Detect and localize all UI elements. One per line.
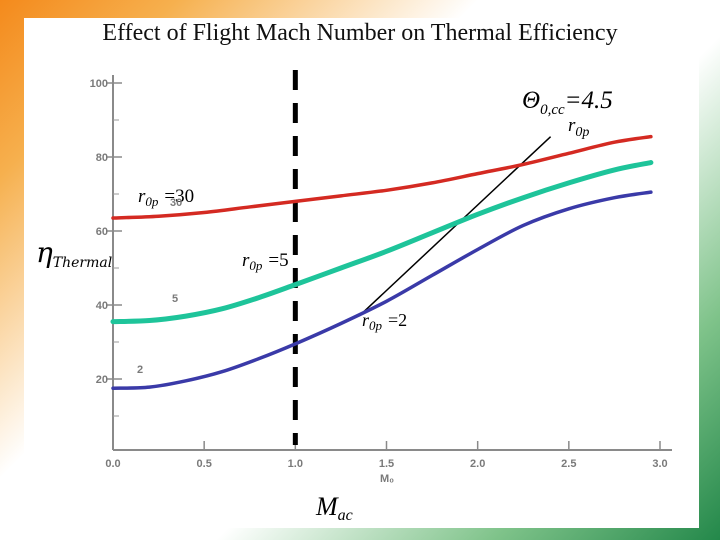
x-axis-caption-sub: ac — [338, 507, 353, 524]
r0p-2-value: =2 — [388, 310, 407, 330]
r0p-top-label: r0p — [568, 115, 589, 140]
r0p-5-r: r — [242, 250, 250, 271]
r0p-2-r: r — [362, 310, 370, 330]
x-tick-axis-label: M₀ — [380, 473, 394, 485]
theta-sub: 0,cc — [540, 102, 565, 118]
r0p-5-value: =5 — [268, 250, 288, 271]
y-ticks: 20 40 60 80 100 — [90, 78, 122, 417]
x-tick-label: 3.0 — [652, 458, 667, 470]
ylabel-sub: Thermal — [53, 255, 112, 271]
x-axis-caption: Mac — [315, 492, 353, 524]
ylabel-eta: η — [36, 236, 53, 269]
theta-annotation: Θ0,cc=4.5 — [522, 87, 613, 118]
r0p-5-label: r0p =5 — [242, 250, 289, 273]
r0p-top-r: r — [568, 115, 576, 136]
series-line-r0p-30 — [111, 134, 653, 220]
r0p-30-label: r0p =30 — [138, 186, 194, 209]
x-tick-label: 1.5 — [379, 458, 394, 470]
ylabel: ηThermal — [36, 236, 112, 271]
r0p-30-r: r — [138, 186, 146, 207]
y-tick-label: 60 — [96, 226, 108, 238]
theta-symbol: Θ — [522, 87, 540, 114]
x-tick-label: 1.0 — [288, 458, 303, 470]
x-tick-label: 2.5 — [561, 458, 576, 470]
curve-tag-5: 5 — [172, 293, 178, 305]
theta-value: =4.5 — [565, 87, 613, 114]
y-tick-label: 80 — [96, 152, 108, 164]
series-lines — [110, 134, 654, 390]
y-tick-label: 40 — [96, 300, 108, 312]
y-tick-label: 20 — [96, 374, 108, 386]
r0p-30-sub: 0p — [145, 194, 159, 209]
x-tick-label: 0.5 — [197, 458, 212, 470]
series-line-r0p-2 — [111, 190, 653, 390]
curve-tag-2: 2 — [137, 364, 143, 376]
chart-title: Effect of Flight Mach Number on Thermal … — [102, 20, 618, 46]
r0p-5-sub: 0p — [249, 258, 263, 273]
r0p-2-label: r0p =2 — [362, 310, 407, 333]
curve-tag-30: 30 — [170, 197, 182, 209]
x-tick-label: 2.0 — [470, 458, 485, 470]
x-ticks: 0.0 0.5 1.0 1.5 2.0 2.5 3.0 — [105, 441, 668, 470]
x-tick-label: 0.0 — [105, 458, 120, 470]
y-tick-label: 100 — [90, 78, 108, 90]
r0p-top-sub: 0p — [575, 125, 589, 140]
series-line-r0p-5 — [110, 160, 654, 325]
r0p-30-value: =30 — [164, 186, 194, 207]
r0p-2-sub: 0p — [369, 318, 383, 333]
chart-panel — [24, 18, 699, 528]
x-axis-caption-main: M — [315, 492, 339, 521]
